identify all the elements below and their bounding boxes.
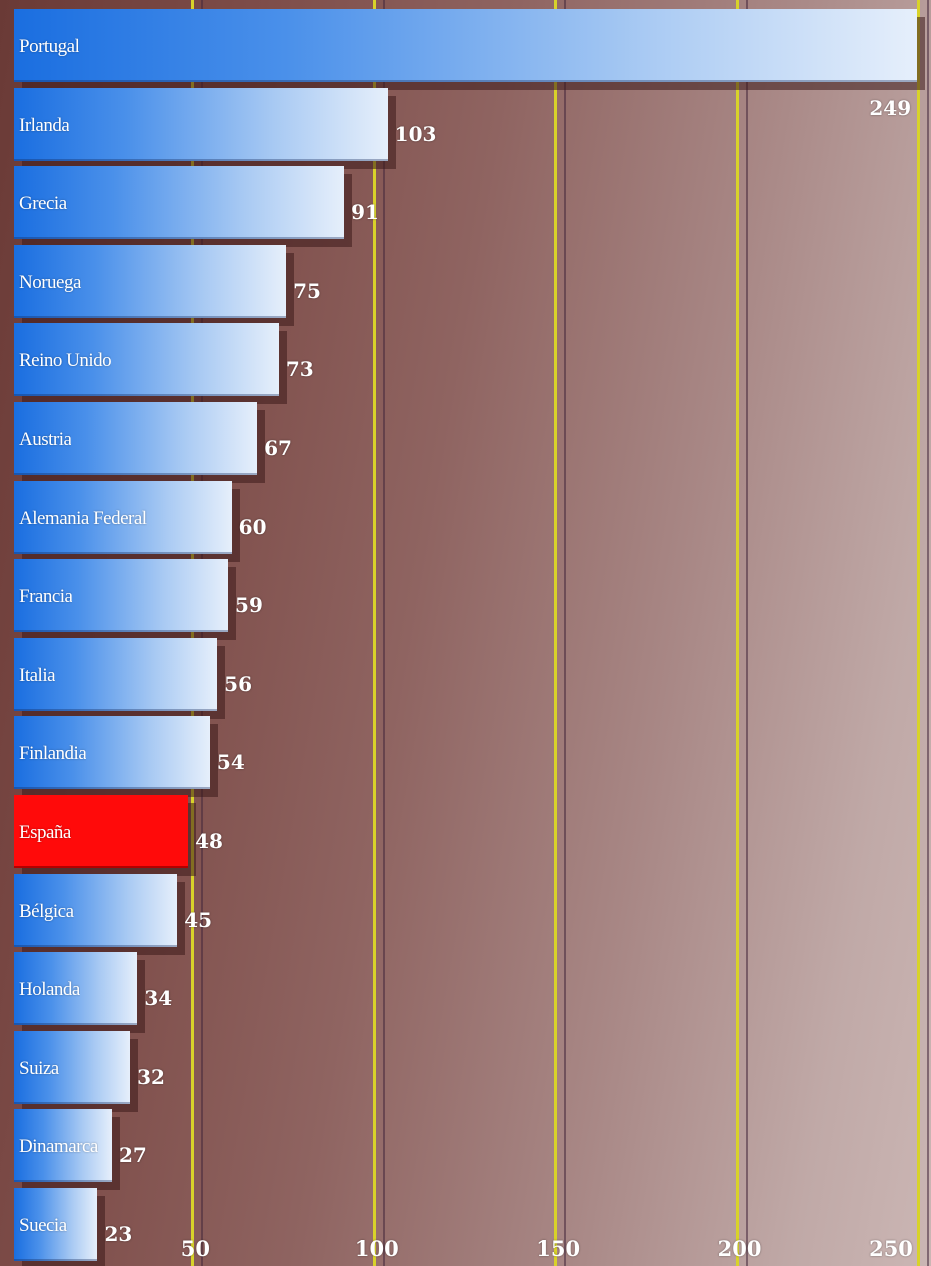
category-label-holanda: Holanda — [19, 979, 80, 1001]
category-label-grecia: Grecia — [19, 193, 67, 215]
category-label-dinamarca: Dinamarca — [19, 1136, 98, 1158]
bar-italia — [14, 637, 218, 711]
category-label-alemania-federal: Alemania Federal — [19, 507, 147, 529]
bar-belgica — [14, 873, 178, 947]
value-label-alemania-federal: 60 — [238, 514, 267, 539]
gridline-shadow-100 — [382, 0, 385, 1266]
category-label-espana: España — [19, 822, 71, 843]
x-tick-150: 150 — [536, 1236, 581, 1261]
value-label-austria: 67 — [264, 436, 292, 460]
bar-reino-unido — [14, 323, 279, 397]
gridline-250 — [917, 0, 920, 1266]
bar-espana — [14, 795, 189, 868]
gridline-shadow-150 — [564, 0, 567, 1266]
bar-grecia — [14, 166, 345, 240]
value-label-grecia: 91 — [351, 200, 379, 225]
value-label-suecia: 23 — [104, 1222, 133, 1246]
gridline-shadow-200 — [745, 0, 748, 1266]
value-label-reino-unido: 73 — [285, 357, 314, 382]
gridline-100 — [372, 0, 376, 1266]
category-label-austria: Austria — [19, 429, 72, 450]
bar-holanda — [14, 952, 138, 1026]
value-label-portugal: 249 — [869, 96, 912, 120]
bar-dinamarca — [14, 1109, 112, 1183]
value-label-italia: 56 — [224, 671, 252, 696]
category-label-suecia: Suecia — [19, 1215, 67, 1236]
bar-irlanda — [14, 87, 388, 161]
value-label-finlandia: 54 — [216, 750, 245, 775]
gridline-200 — [735, 0, 739, 1266]
category-label-noruega: Noruega — [19, 271, 81, 293]
category-label-reino-unido: Reino Unido — [19, 350, 112, 372]
value-label-holanda: 34 — [144, 986, 173, 1011]
value-label-belgica: 45 — [184, 907, 213, 932]
x-tick-50: 50 — [180, 1236, 211, 1261]
value-label-irlanda: 103 — [394, 121, 437, 146]
bar-portugal — [14, 9, 918, 82]
category-label-finlandia: Finlandia — [19, 743, 87, 765]
bar-alemania-federal — [14, 480, 232, 554]
bar-suecia — [14, 1188, 98, 1261]
category-label-belgica: Bélgica — [19, 900, 74, 922]
bar-francia — [14, 559, 229, 633]
x-tick-250: 250 — [869, 1236, 913, 1261]
value-label-espana: 48 — [195, 829, 223, 853]
category-label-irlanda: Irlanda — [19, 114, 70, 136]
value-label-francia: 59 — [235, 593, 263, 618]
bar-noruega — [14, 244, 287, 318]
gridline-150 — [554, 0, 558, 1266]
category-label-francia: Francia — [19, 586, 73, 608]
gridline-shadow-250 — [927, 0, 929, 1266]
value-label-noruega: 75 — [293, 278, 321, 303]
bar-finlandia — [14, 716, 210, 790]
bar-austria — [14, 402, 258, 475]
x-tick-100: 100 — [354, 1236, 399, 1261]
value-label-dinamarca: 27 — [118, 1143, 147, 1168]
value-label-suiza: 32 — [137, 1064, 165, 1089]
category-label-portugal: Portugal — [19, 36, 80, 57]
bar-suiza — [14, 1030, 131, 1104]
category-label-suiza: Suiza — [19, 1057, 59, 1079]
category-label-italia: Italia — [19, 664, 56, 686]
x-tick-200: 200 — [717, 1236, 762, 1261]
